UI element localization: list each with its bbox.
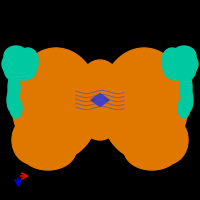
Ellipse shape bbox=[15, 64, 25, 71]
Ellipse shape bbox=[8, 72, 20, 104]
Ellipse shape bbox=[10, 98, 22, 118]
Ellipse shape bbox=[12, 48, 100, 160]
Ellipse shape bbox=[76, 64, 124, 136]
Ellipse shape bbox=[95, 99, 105, 105]
Ellipse shape bbox=[183, 55, 193, 62]
Ellipse shape bbox=[169, 58, 179, 66]
Ellipse shape bbox=[18, 48, 38, 72]
Ellipse shape bbox=[16, 96, 56, 152]
Ellipse shape bbox=[172, 46, 196, 66]
Ellipse shape bbox=[20, 130, 76, 170]
Ellipse shape bbox=[7, 62, 17, 69]
Ellipse shape bbox=[178, 98, 190, 118]
Ellipse shape bbox=[180, 72, 192, 104]
Ellipse shape bbox=[4, 56, 20, 80]
Ellipse shape bbox=[112, 56, 160, 96]
Polygon shape bbox=[91, 94, 109, 106]
Ellipse shape bbox=[24, 60, 56, 100]
Ellipse shape bbox=[21, 58, 31, 66]
Ellipse shape bbox=[175, 53, 185, 60]
Ellipse shape bbox=[100, 48, 188, 160]
Ellipse shape bbox=[144, 96, 184, 152]
Ellipse shape bbox=[124, 130, 180, 170]
Ellipse shape bbox=[95, 95, 105, 101]
Ellipse shape bbox=[80, 60, 120, 108]
Ellipse shape bbox=[7, 88, 17, 112]
Ellipse shape bbox=[148, 116, 188, 164]
Ellipse shape bbox=[32, 128, 72, 160]
Ellipse shape bbox=[12, 116, 52, 164]
Ellipse shape bbox=[162, 48, 182, 72]
Ellipse shape bbox=[7, 55, 17, 62]
Ellipse shape bbox=[15, 53, 25, 60]
Ellipse shape bbox=[162, 50, 198, 78]
Ellipse shape bbox=[183, 62, 193, 69]
Ellipse shape bbox=[40, 56, 88, 96]
Ellipse shape bbox=[180, 56, 196, 80]
Ellipse shape bbox=[175, 64, 185, 71]
Ellipse shape bbox=[2, 50, 38, 78]
Ellipse shape bbox=[4, 46, 28, 66]
Ellipse shape bbox=[164, 60, 188, 80]
Ellipse shape bbox=[30, 106, 90, 154]
Ellipse shape bbox=[20, 56, 68, 136]
Ellipse shape bbox=[132, 56, 180, 136]
Ellipse shape bbox=[144, 60, 176, 100]
Ellipse shape bbox=[183, 88, 193, 112]
Ellipse shape bbox=[80, 92, 120, 140]
Ellipse shape bbox=[110, 106, 170, 154]
Ellipse shape bbox=[12, 60, 36, 80]
Ellipse shape bbox=[128, 128, 168, 160]
